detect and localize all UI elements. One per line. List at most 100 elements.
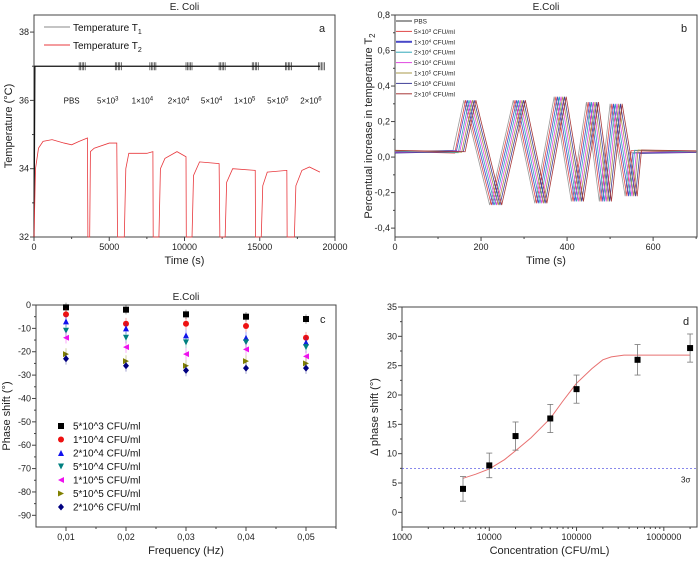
- legend-label: 2*10^6 CFU/ml: [73, 503, 141, 514]
- panel-label: a: [319, 23, 326, 35]
- legend-label-sub: 1: [138, 29, 142, 36]
- y-tick-label: -90: [18, 510, 31, 520]
- y-tick-label: -60: [18, 440, 31, 450]
- y-axis-label-text: Temperature (°C): [3, 84, 15, 168]
- legend-label-unit: CFU/ml: [431, 29, 455, 36]
- legend-label: Temperature T1: [73, 23, 142, 36]
- data-point: [63, 318, 69, 325]
- legend-label-unit: CFU/ml: [431, 81, 455, 88]
- concentration-exp: 5: [285, 96, 289, 102]
- x-tick-label: 10000: [477, 532, 502, 542]
- panel-d: 1000 10000 100000 1000000 0 5 10 15 20 25 30 35 Conc…: [369, 302, 698, 557]
- x-tick-label: 20000: [322, 242, 347, 252]
- legend-label-text: Temperature T: [73, 23, 138, 34]
- series-line: [394, 96, 697, 206]
- data-point: [123, 362, 129, 370]
- x-tick-label: 0,04: [237, 532, 255, 542]
- concentration-exp: 3: [115, 96, 119, 102]
- y-axis-label-text: Δ phase shift (°): [369, 378, 381, 456]
- legend-label-unit: CFU/ml: [431, 71, 455, 78]
- y-axis-label-text: Percentual increase in temperature T: [363, 38, 375, 219]
- series-line: [394, 96, 697, 206]
- data-point: [243, 358, 249, 365]
- y-axis-label: Phase shift (°): [1, 381, 13, 450]
- data-point: [183, 311, 189, 318]
- legend-label: 1×104 CFU/ml: [414, 38, 456, 46]
- concentration-label: 1×105: [234, 96, 256, 105]
- legend-marker: [58, 463, 64, 470]
- x-tick-label: 0: [392, 242, 397, 252]
- data-point: [243, 346, 249, 353]
- data-point: [243, 339, 249, 346]
- concentration-label: 1×104: [132, 96, 154, 105]
- panel-label: b: [681, 23, 687, 35]
- y-tick-label: 20: [387, 390, 397, 400]
- legend-label-unit: CFU/ml: [431, 91, 455, 98]
- legend-label-base: 5×10: [414, 60, 429, 67]
- concentration-base: 5×10: [97, 96, 116, 105]
- chart-title: E.Coli: [173, 292, 200, 303]
- x-tick-label: 0,01: [57, 532, 75, 542]
- legend-label: PBS: [414, 19, 428, 26]
- concentration-exp: 4: [219, 96, 223, 102]
- x-tick-label: 0,03: [177, 532, 195, 542]
- concentration-exp: 4: [186, 96, 190, 102]
- concentration-base: 2×10: [300, 96, 319, 105]
- legend-label-exp: 5: [429, 70, 432, 75]
- x-axis-label: Time (s): [526, 255, 566, 267]
- data-point: [243, 323, 249, 330]
- concentration-exp: 6: [318, 96, 322, 102]
- data-point: [63, 355, 69, 363]
- legend-label-unit: CFU/ml: [431, 60, 455, 67]
- fit-curve: [462, 354, 691, 479]
- y-axis-label-sub: 2: [368, 33, 377, 38]
- x-tick-label: 100000: [562, 532, 592, 542]
- legend-marker: [58, 477, 64, 483]
- series-line: [394, 96, 697, 206]
- data-point: [183, 332, 189, 339]
- panel-b: 0 200 400 600 -0,4 -0,2 0,0 0,2 0,4 0,6 0,8 Time (s…: [363, 2, 698, 267]
- concentration-label: 2×106: [300, 96, 322, 105]
- concentration-exp: 4: [150, 96, 154, 102]
- data-point: [243, 313, 249, 320]
- data-point: [63, 311, 69, 318]
- legend-label: 5*10^4 CFU/ml: [73, 462, 141, 473]
- data-point: [63, 304, 69, 311]
- series-line: [394, 96, 697, 206]
- legend-marker: [58, 436, 64, 443]
- series-line: [394, 96, 697, 206]
- legend-label-base: 1×10: [414, 39, 429, 46]
- legend-label-text: Temperature T: [73, 41, 138, 52]
- x-tick-label: 1000: [392, 532, 412, 542]
- chart-title: E. Coli: [170, 2, 199, 13]
- data-point: [63, 327, 69, 334]
- y-tick-label: -0,4: [374, 223, 390, 233]
- data-point: [123, 306, 129, 313]
- y-axis-label-text: Phase shift (°): [1, 381, 13, 450]
- concentration-base: 5×10: [201, 96, 220, 105]
- y-tick-label: 25: [387, 361, 397, 371]
- y-tick-label: -40: [18, 393, 31, 403]
- legend-label-exp: 4: [429, 49, 432, 54]
- y-tick-label: 36: [19, 95, 29, 105]
- y-tick-label: 30: [387, 331, 397, 341]
- legend-marker: [58, 450, 64, 456]
- y-tick-label: -10: [18, 323, 31, 333]
- data-point: [183, 366, 189, 374]
- concentration-base: 1×10: [132, 96, 151, 105]
- data-point: [512, 433, 519, 440]
- concentration-label: 5×104: [201, 96, 223, 105]
- x-tick-label: 15000: [247, 242, 272, 252]
- legend-label: 2×106 CFU/ml: [414, 90, 456, 98]
- y-tick-label: 32: [19, 232, 29, 242]
- data-point: [303, 316, 309, 323]
- x-tick-label: 200: [474, 242, 489, 252]
- concentration-exp: 5: [252, 96, 256, 102]
- series-line: [394, 96, 697, 206]
- x-axis-label: Frequency (Hz): [148, 545, 224, 557]
- y-tick-label: 0,2: [377, 117, 390, 127]
- y-tick-label: -30: [18, 370, 31, 380]
- x-tick-label: 0,02: [117, 532, 135, 542]
- y-tick-label: 0,6: [377, 46, 390, 56]
